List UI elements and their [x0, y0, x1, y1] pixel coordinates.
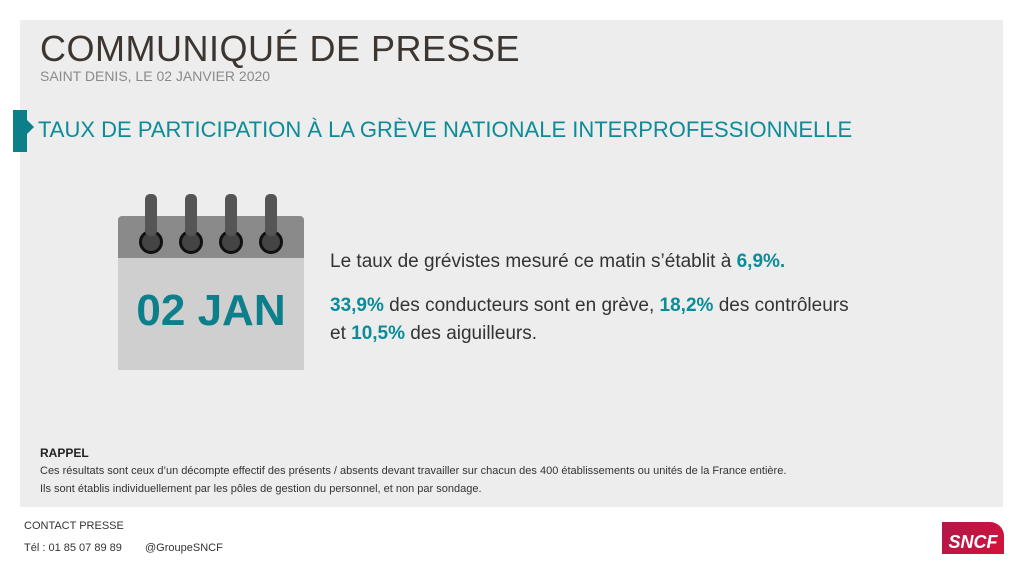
- sncf-logo: SNCF: [942, 522, 1004, 554]
- bookmark-icon: [13, 110, 34, 152]
- rappel-text: Ces résultats sont ceux d’un décompte ef…: [40, 465, 787, 495]
- page-title: COMMUNIQUÉ DE PRESSE: [40, 28, 521, 69]
- calendar-date: 02 JAN: [136, 286, 286, 335]
- section-heading: TAUX DE PARTICIPATION À LA GRÈVE NATIONA…: [38, 117, 853, 142]
- calendar-icon: 02 JAN: [118, 194, 304, 370]
- category-statement: 33,9% des conducteurs sont en grève, 18,…: [330, 295, 849, 344]
- rappel-title: RAPPEL: [40, 446, 89, 460]
- page-subtitle: SAINT DENIS, LE 02 JANVIER 2020: [40, 68, 271, 84]
- contact-phone: Tél : 01 85 07 89 89: [24, 542, 122, 554]
- rate-statement: Le taux de grévistes mesuré ce matin s’é…: [330, 251, 786, 272]
- contact-twitter[interactable]: @GroupeSNCF: [145, 542, 223, 554]
- contact-label: CONTACT PRESSE: [24, 520, 124, 532]
